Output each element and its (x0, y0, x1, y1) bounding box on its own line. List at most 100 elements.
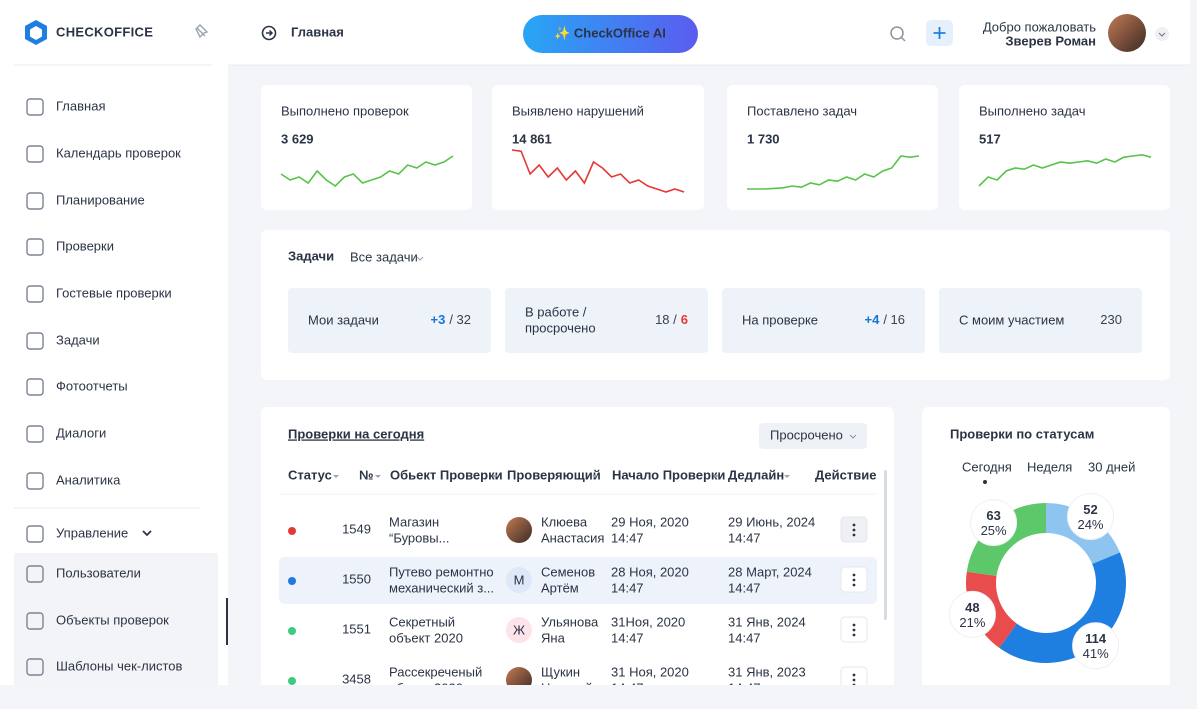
task-new: +4 (864, 312, 880, 327)
submenu-item[interactable]: Шаблоны чек-листов (56, 658, 183, 673)
task-value: 18 / 6 (655, 312, 688, 327)
user-name: Зверев Роман (1005, 33, 1096, 48)
submenu-item[interactable]: Объекты проверок (56, 612, 169, 627)
menu-item[interactable]: Задачи (56, 332, 100, 347)
task-value: +4/ 16 (864, 312, 905, 327)
menu-icon (26, 378, 44, 396)
row-start: 31Ноя, 2020 (611, 614, 685, 629)
column-header: Начало Проверки (612, 467, 725, 482)
row-number: 1551 (342, 621, 371, 636)
menu-item[interactable]: Главная (56, 98, 105, 113)
row-start: 29 Ноя, 2020 (611, 514, 689, 529)
action-dot (852, 628, 856, 632)
stat-card (492, 85, 704, 210)
stat-value: 14 861 (512, 131, 552, 146)
sparkline (978, 153, 1152, 187)
task-tile[interactable] (505, 288, 708, 353)
action-dot (852, 623, 856, 627)
menu-group[interactable]: Управление (56, 525, 128, 540)
segment-value: 114 (1085, 631, 1107, 646)
filter-chevron (849, 434, 857, 439)
menu-icon (26, 612, 44, 630)
menu-item[interactable]: Фотоотчеты (56, 378, 128, 393)
ai-button-label: ✨ CheckOffice AI (554, 25, 666, 40)
status-dot (288, 577, 296, 585)
row-start: 28 Ноя, 2020 (611, 564, 689, 579)
task-overdue: 6 (681, 312, 688, 327)
sort-caret (784, 475, 790, 478)
menu-item[interactable]: Планирование (56, 192, 145, 207)
task-tile[interactable] (288, 288, 491, 353)
segment-value: 52 (1083, 502, 1097, 517)
submenu-item[interactable]: Пользователи (56, 565, 141, 580)
frame-bottom (0, 685, 1197, 709)
row-object: Путево ремонтно (389, 564, 494, 579)
column-header: Дедлайн (728, 467, 784, 482)
menu-item[interactable]: Аналитика (56, 472, 121, 487)
row-deadline: 14:47 (728, 630, 761, 645)
tasks-title: Задачи (288, 248, 334, 263)
sparkline (747, 155, 920, 190)
row-inspector: Щукин (541, 664, 580, 679)
segment-share: 41% (1083, 646, 1109, 661)
task-label: В работе / (525, 304, 587, 319)
stat-card (959, 85, 1170, 210)
task-label: просрочено (525, 320, 596, 335)
action-dot (852, 673, 856, 677)
menu-icon (26, 658, 44, 676)
welcome-text: Добро пожаловать (983, 19, 1096, 34)
search-icon[interactable] (890, 26, 904, 40)
tasks-filter[interactable]: Все задачи (350, 249, 418, 264)
menu-icon (26, 525, 44, 543)
checks-filter: Просрочено (770, 427, 843, 442)
active-indicator (226, 598, 228, 645)
row-object: Магазин (389, 514, 439, 529)
menu-icon (26, 285, 44, 303)
action-dot (852, 678, 856, 682)
row-object: Секретный (389, 614, 455, 629)
ai-button[interactable] (523, 15, 698, 53)
task-label: На проверке (742, 312, 818, 327)
menu-item[interactable]: Гостевые проверки (56, 285, 172, 300)
stat-label: Поставлено задач (747, 103, 857, 118)
task-rest: / 16 (883, 312, 905, 327)
segment-badge (970, 499, 1018, 547)
tab-dot (983, 480, 987, 484)
row-highlight (279, 557, 877, 604)
logo-text: CHECKOFFICE (56, 24, 153, 39)
task-value: +3 / 32 (430, 312, 471, 327)
stat-label: Выполнено задач (979, 103, 1086, 118)
status-tab[interactable]: Сегодня (962, 459, 1012, 474)
task-tile[interactable] (722, 288, 925, 353)
add-icon (933, 27, 946, 39)
stat-value: 3 629 (281, 131, 314, 146)
menu-item[interactable]: Диалоги (56, 425, 106, 440)
page-icon-arrow (266, 29, 274, 37)
row-start: 14:47 (611, 580, 644, 595)
page-title: Главная (291, 24, 344, 39)
checks-filter-box[interactable] (759, 423, 867, 449)
stat-value: 517 (979, 131, 1001, 146)
menu-icon (26, 472, 44, 490)
user-menu[interactable] (1155, 27, 1169, 41)
status-tab[interactable]: 30 дней (1088, 459, 1135, 474)
action-dot (852, 578, 856, 582)
row-inspector: Артём (541, 580, 579, 595)
pin-icon[interactable] (195, 24, 209, 39)
user-avatar[interactable] (1108, 14, 1146, 52)
menu-item[interactable]: Календарь проверок (56, 145, 181, 160)
menu-item[interactable]: Проверки (56, 238, 114, 253)
menu-icon (26, 238, 44, 256)
menu-icon (26, 98, 44, 116)
segment-share: 24% (1077, 517, 1103, 532)
frame-right (1190, 0, 1197, 709)
search-icon-handle (900, 36, 906, 42)
task-label: Мои задачи (308, 312, 379, 327)
status-tab[interactable]: Неделя (1027, 459, 1072, 474)
column-header: № (359, 467, 374, 482)
row-inspector: Анастасия (541, 530, 604, 545)
menu-icon (26, 145, 44, 163)
task-tile[interactable] (939, 288, 1142, 353)
segment-share: 25% (981, 523, 1007, 538)
